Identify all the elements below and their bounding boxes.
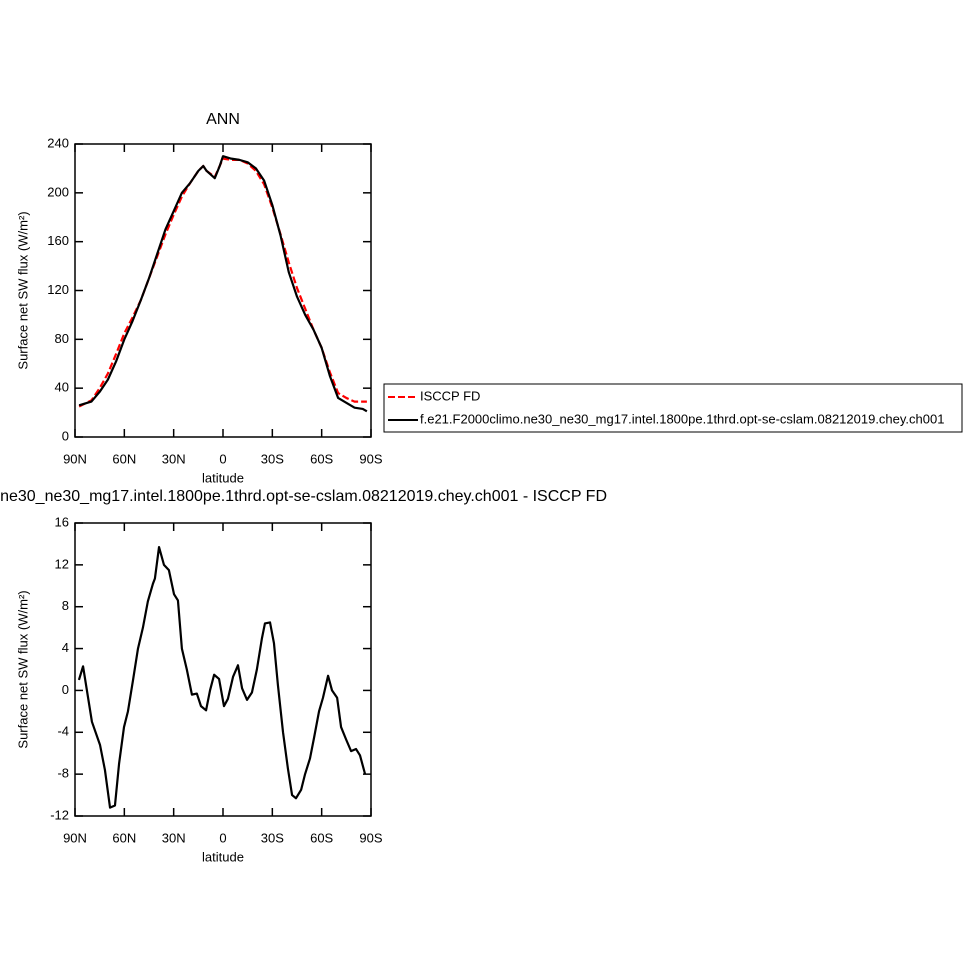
data-line xyxy=(78,157,367,408)
y-tick-label: 80 xyxy=(55,331,69,346)
data-line xyxy=(77,545,367,809)
y-axis-label: Surface net SW flux (W/m²) xyxy=(15,211,30,369)
y-tick-label: -8 xyxy=(57,766,69,781)
y-tick-label: 200 xyxy=(47,184,69,199)
x-tick-label: 60S xyxy=(310,451,333,466)
chart-title: f.e21.F2000climo.ne30_ne30_mg17.intel.18… xyxy=(0,488,607,505)
chart-title: ANN xyxy=(206,111,240,128)
x-tick-label: 0 xyxy=(219,451,226,466)
plot-frame xyxy=(74,143,372,438)
x-tick-label: 90N xyxy=(63,451,87,466)
y-tick-label: 120 xyxy=(47,282,69,297)
y-tick-label: 40 xyxy=(55,380,69,395)
x-tick-label: 30S xyxy=(261,451,284,466)
x-tick-label: 90S xyxy=(359,830,382,845)
legend-box xyxy=(383,383,963,433)
y-tick-label: 240 xyxy=(47,135,69,150)
x-tick-label: 90N xyxy=(63,830,87,845)
y-tick-label: 160 xyxy=(47,233,69,248)
y-tick-label: 0 xyxy=(62,428,69,443)
legend-label: f.e21.F2000climo.ne30_ne30_mg17.intel.18… xyxy=(420,411,944,426)
x-tick-label: 90S xyxy=(359,451,382,466)
plot-frame xyxy=(74,522,372,817)
y-tick-label: 0 xyxy=(62,682,69,697)
x-axis-label: latitude xyxy=(202,470,244,485)
y-tick-label: 4 xyxy=(62,640,69,655)
y-tick-label: 8 xyxy=(62,598,69,613)
y-tick-label: -12 xyxy=(50,807,69,822)
x-tick-label: 60N xyxy=(112,830,136,845)
x-tick-label: 60N xyxy=(112,451,136,466)
y-tick-label: 12 xyxy=(55,556,69,571)
y-tick-label: 16 xyxy=(55,514,69,529)
x-tick-label: 0 xyxy=(219,830,226,845)
legend-label: ISCCP FD xyxy=(420,388,480,403)
y-axis-label: Surface net SW flux (W/m²) xyxy=(15,590,30,748)
x-tick-label: 30N xyxy=(162,830,186,845)
x-axis-label: latitude xyxy=(202,849,244,864)
y-tick-label: -4 xyxy=(57,724,69,739)
data-line xyxy=(78,155,368,413)
x-tick-label: 30N xyxy=(162,451,186,466)
x-tick-label: 30S xyxy=(261,830,284,845)
x-tick-label: 60S xyxy=(310,830,333,845)
